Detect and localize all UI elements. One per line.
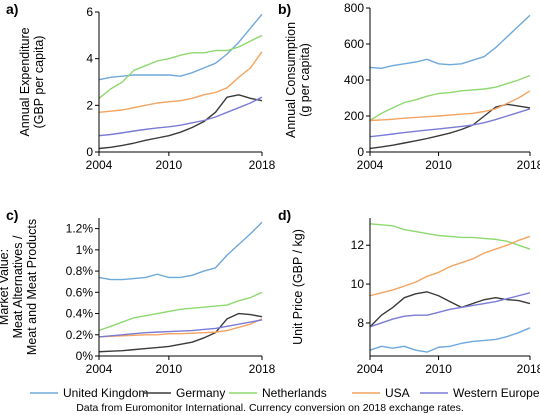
y-tick-label: 12 <box>351 238 365 252</box>
y-axis-label: Annual Consumption(g per capita) <box>284 22 312 138</box>
y-axis-label: Annual Expenditure(GBP per capita) <box>18 27 46 136</box>
panel-4: d) 8 10 12 2004 2010 2018 Unit Price (GBP / kg) <box>278 207 540 376</box>
y-axis-label-line: Market Value: <box>0 249 11 325</box>
x-tick-label: 2010 <box>425 158 452 172</box>
series-line-western-europe <box>98 319 263 338</box>
legend-item-germany: Germany <box>143 386 225 400</box>
series-line-western-europe <box>98 96 263 137</box>
y-tick-label: 400 <box>344 73 364 87</box>
series-line-usa <box>369 90 531 122</box>
y-tick-label: 6 <box>86 5 93 19</box>
y-tick-label: 0.2% <box>66 328 94 342</box>
y-axis-label-line: (g per capita) <box>298 43 312 117</box>
y-axis-label-line: Meat Alternatives / <box>11 235 25 338</box>
y-tick-label: 0.4% <box>66 307 94 321</box>
series-line-netherlands <box>98 291 263 332</box>
series-line-united-kingdom <box>98 13 263 81</box>
y-axis-label-line: Annual Consumption <box>284 22 298 138</box>
legend-label: Germany <box>176 386 225 400</box>
y-tick-label: 0 <box>357 145 364 159</box>
series-lines <box>98 221 263 353</box>
y-tick-label: 800 <box>344 1 364 15</box>
legend-item-usa: USA <box>352 386 410 400</box>
legend-item-united-kingdom: United Kingdom <box>30 386 148 400</box>
y-tick-label: 0.8% <box>66 264 94 278</box>
y-tick-label: 600 <box>344 37 364 51</box>
y-axis-label-line: Annual Expenditure <box>18 27 32 136</box>
panel-label: b) <box>278 1 291 17</box>
y-axis-label: Unit Price (GBP / kg) <box>291 229 305 345</box>
x-tick-label: 2010 <box>156 362 183 376</box>
source-note: Data from Euromonitor International. Cur… <box>76 402 464 414</box>
legend-label: Western Europe <box>453 386 540 400</box>
series-line-united-kingdom <box>369 327 531 353</box>
series-line-united-kingdom <box>369 14 531 70</box>
x-tick-label: 2004 <box>86 158 113 172</box>
panels: a) 0 2 4 6 2004 2010 2018 Annual Expenditure(GBP… <box>0 1 540 376</box>
legend-label: USA <box>385 386 410 400</box>
legend-item-netherlands: Netherlands <box>229 386 327 400</box>
y-axis-label: Market Value:Meat Alternatives /Meat and… <box>0 219 39 355</box>
series-line-germany <box>98 312 263 353</box>
panel-label: d) <box>278 207 291 223</box>
x-tick-label: 2018 <box>517 362 540 376</box>
y-tick-label: 1% <box>76 243 94 257</box>
series-line-germany <box>369 103 531 150</box>
series-line-netherlands <box>369 74 531 122</box>
series-line-united-kingdom <box>98 221 263 281</box>
x-tick-label: 2004 <box>357 158 384 172</box>
series-line-netherlands <box>369 223 531 250</box>
series-line-usa <box>369 235 531 297</box>
legend-label: Netherlands <box>262 386 327 400</box>
series-line-usa <box>98 51 263 114</box>
y-axis-label-line: Unit Price (GBP / kg) <box>291 229 305 345</box>
legend-label: United Kingdom <box>63 386 148 400</box>
y-tick-label: 4 <box>86 52 93 66</box>
y-tick-label: 8 <box>357 316 364 330</box>
panel-label: c) <box>6 207 18 223</box>
x-tick-label: 2004 <box>86 362 113 376</box>
series-lines <box>98 13 263 150</box>
y-tick-label: 0.6% <box>66 285 94 299</box>
x-tick-label: 2018 <box>249 362 276 376</box>
series-line-western-europe <box>369 292 531 328</box>
x-tick-label: 2004 <box>357 362 384 376</box>
y-axis-label-line: Meat and Meat Products <box>25 219 39 355</box>
panel-label: a) <box>6 1 18 17</box>
x-tick-label: 2010 <box>425 362 452 376</box>
y-tick-label: 2 <box>86 98 93 112</box>
panel-2: b) 0 200 400 600 800 2004 2010 2018 Annual Consum… <box>278 1 540 172</box>
y-axis-label-line: (GBP per capita) <box>32 36 46 129</box>
series-lines <box>369 14 531 150</box>
x-tick-label: 2018 <box>249 158 276 172</box>
y-tick-label: 0 <box>86 145 93 159</box>
y-tick-label: 0% <box>76 349 94 363</box>
x-tick-label: 2018 <box>517 158 540 172</box>
x-tick-label: 2010 <box>156 158 183 172</box>
legend: United Kingdom Germany Netherlands USA Weste… <box>30 386 540 400</box>
series-line-netherlands <box>98 34 263 99</box>
series-line-usa <box>98 318 263 338</box>
series-line-germany <box>98 94 263 150</box>
series-lines <box>369 223 531 353</box>
y-tick-label: 200 <box>344 109 364 123</box>
y-tick-label: 1.2% <box>66 222 94 236</box>
y-tick-label: 10 <box>351 277 365 291</box>
series-line-western-europe <box>369 108 531 138</box>
panel-1: a) 0 2 4 6 2004 2010 2018 Annual Expenditure(GBP… <box>6 1 276 172</box>
legend-item-western-europe: Western Europe <box>420 386 540 400</box>
panel-3: c) 0% 0.2% 0.4% 0.6% 0.8% 1% 1.2% 2004 2010 2018 Ma… <box>0 207 276 376</box>
